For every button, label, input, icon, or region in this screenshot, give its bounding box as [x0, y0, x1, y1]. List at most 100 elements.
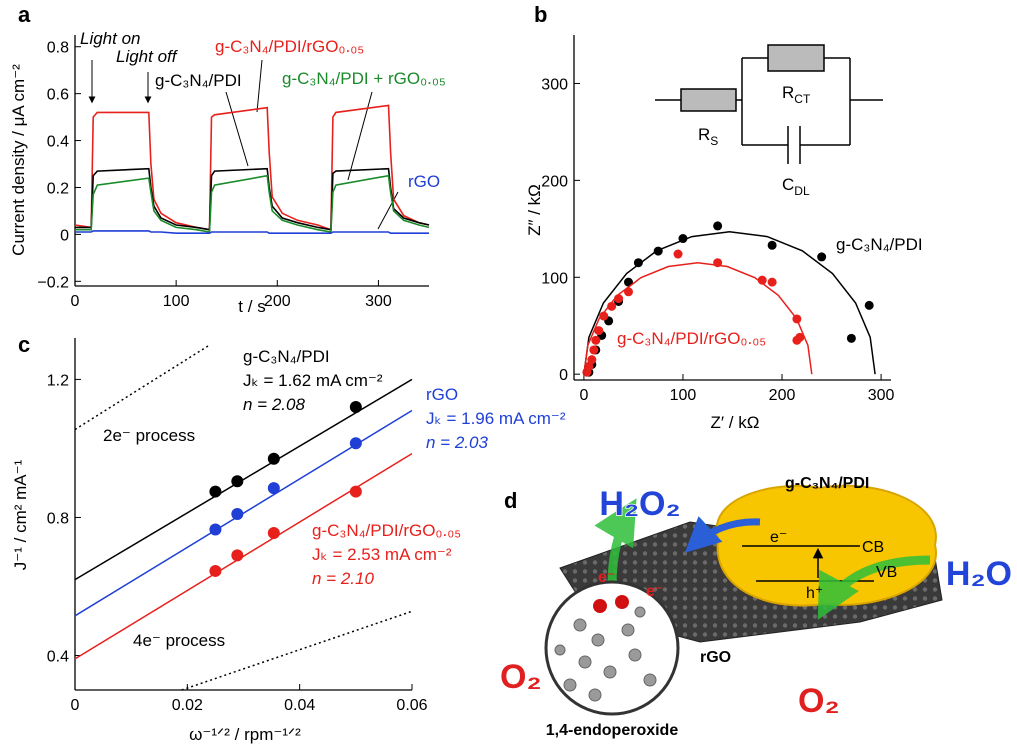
data-line [75, 105, 429, 229]
label-main: R [698, 125, 710, 144]
figure: Light on Light off RCT RS CDL 2e⁻ proces… [0, 0, 1017, 748]
hole-label: h⁺ [806, 585, 823, 602]
x-axis-title: ω⁻¹ᐟ² / rpm⁻¹ᐟ² [189, 725, 301, 744]
x-axis-title: Z′ / kΩ [711, 413, 760, 432]
circuit [655, 45, 883, 164]
y-tick-label: −0.2 [37, 274, 69, 291]
oxygen-label: O₂ [500, 658, 542, 696]
data-point [591, 336, 600, 345]
oxygen-atom [615, 595, 629, 609]
data-point [768, 278, 777, 287]
series-label: rGO [426, 385, 458, 404]
x-tick-label: 200 [264, 293, 291, 310]
magnifier [546, 582, 678, 714]
y-axis-title: Current density / μA cm⁻² [9, 64, 28, 256]
label-sub: S [710, 134, 718, 148]
diagram: d H₂O₂ g-C₃N₄/PDI e⁻ CB h⁺ VB H₂O O₂ O₂ … [500, 475, 1012, 739]
oxygen-atom [593, 599, 607, 613]
x-tick-label: 300 [868, 387, 895, 404]
y-tick-label: 0.4 [47, 134, 69, 151]
panel-letter: a [18, 2, 31, 27]
y-axis-title: Z″ / kΩ [525, 184, 544, 236]
data-point [674, 250, 683, 259]
data-point [847, 334, 856, 343]
data-point [589, 345, 598, 354]
guide-line [75, 345, 210, 430]
x-tick-label: 0 [579, 387, 588, 404]
support-label: rGO [700, 649, 731, 666]
label-main: R [782, 83, 794, 102]
oxygen-label: O₂ [798, 682, 840, 720]
y-tick-label: 0.2 [47, 180, 69, 197]
panel-letter: d [504, 488, 517, 513]
annotation: Light off [116, 47, 179, 66]
data-line [75, 176, 429, 232]
annotation: 4e⁻ process [133, 631, 225, 650]
annotation: 2e⁻ process [103, 426, 195, 445]
annotation: Light on [80, 29, 141, 48]
data-line [75, 231, 429, 233]
series-label: g-C₃N₄/PDI [836, 235, 923, 254]
intermediate-label: 1,4-endoperoxide [546, 722, 679, 739]
series-note: Jₖ = 2.53 mA cm⁻² [312, 545, 452, 564]
series-note: Jₖ = 1.96 mA cm⁻² [426, 409, 566, 428]
data-point [713, 221, 722, 230]
band-label: VB [876, 564, 897, 581]
circuit-label: CDL [782, 175, 810, 198]
y-tick-label: 0 [60, 227, 69, 244]
series-note: n = 2.03 [426, 433, 488, 452]
y-tick-label: 0.6 [47, 87, 69, 104]
electron-label: e⁻ [770, 529, 787, 546]
product-label: H₂O₂ [599, 485, 680, 523]
y-tick-label: 0.8 [47, 40, 69, 57]
data-point [865, 301, 874, 310]
label-sub: CT [794, 92, 811, 106]
series-label: g-C₃N₄/PDI/rGO₀.₀₅ [215, 37, 364, 56]
circuit-label: RCT [782, 83, 811, 106]
electron-label: e⁻ [646, 583, 663, 600]
series-note: n = 2.08 [243, 395, 305, 414]
x-tick-label: 300 [365, 293, 392, 310]
y-tick-label: 100 [541, 270, 568, 287]
y-axis-title: J⁻¹ / cm² mA⁻¹ [11, 459, 30, 570]
data-point [350, 401, 362, 413]
x-tick-label: 200 [769, 387, 796, 404]
electron-label: e⁻ [598, 569, 615, 586]
band-label: CB [862, 539, 884, 556]
y-tick-label: 0 [559, 367, 568, 384]
series-label: g-C₃N₄/PDI/rGO₀.₀₅ [312, 521, 461, 540]
circuit-label: RS [698, 125, 718, 148]
y-tick-label: 300 [541, 76, 568, 93]
fit-line [584, 232, 875, 375]
x-tick-label: 100 [670, 387, 697, 404]
y-tick-label: 0.8 [47, 510, 69, 527]
guide-line [182, 611, 412, 690]
series-label: rGO [408, 172, 440, 191]
series-note: Jₖ = 1.62 mA cm⁻² [243, 371, 383, 390]
series-label: g-C₃N₄/PDI/rGO₀.₀₅ [617, 329, 766, 348]
x-tick-label: 0.04 [284, 697, 315, 714]
x-tick-label: 0 [71, 293, 80, 310]
series-note: n = 2.10 [312, 569, 374, 588]
panel-letter: c [18, 332, 30, 357]
x-tick-label: 0.02 [172, 697, 203, 714]
data-point [768, 241, 777, 250]
y-tick-label: 1.2 [47, 372, 69, 389]
x-tick-label: 0 [71, 697, 80, 714]
y-tick-label: 200 [541, 173, 568, 190]
data-point [817, 252, 826, 261]
panel-letter: b [534, 2, 547, 27]
catalyst-label: g-C₃N₄/PDI [785, 475, 869, 492]
x-axis-title: t / s [238, 297, 265, 316]
label-sub: DL [794, 184, 810, 198]
data-point [587, 355, 596, 364]
label-main: C [782, 175, 794, 194]
series-label: g-C₃N₄/PDI + rGO₀.₀₅ [282, 69, 446, 88]
y-tick-label: 0.4 [47, 648, 69, 665]
series-label: g-C₃N₄/PDI [243, 347, 330, 366]
series-label: g-C₃N₄/PDI [155, 71, 242, 90]
reactant-label: H₂O [946, 555, 1012, 593]
data-point [792, 336, 801, 345]
fit-line [584, 263, 812, 375]
x-tick-label: 0.06 [396, 697, 427, 714]
